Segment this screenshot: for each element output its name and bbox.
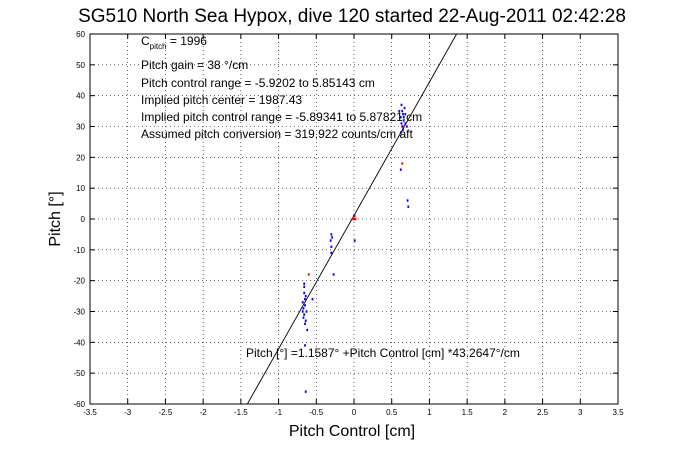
data-point-series-0 [304,294,307,298]
data-point-series-0 [329,239,332,242]
x-tick-label: -0.5 [309,408,323,417]
regression-line [246,33,457,405]
data-point-series-0 [398,109,401,113]
data-point-series-0 [399,168,402,171]
data-point-series-0 [311,297,314,301]
cpitch-annotation: Cpitch = 1996 [141,34,207,51]
y-tick-label: 60 [76,30,85,39]
data-point-series-0 [302,307,305,310]
x-tick-label: 0 [352,408,357,417]
data-point-series-0 [407,205,410,208]
axis-ticks [89,33,619,405]
y-tick-labels: -60 -50 -40 -30 -20 -10 0 10 20 30 40 50 60 [73,30,85,409]
implied-center-annotation: Implied pitch center = 1987.43 [141,93,302,107]
x-tick-labels: -3.5 -3 -2.5 -2 -1.5 -1 -0.5 0 0.5 1 1.5 2 2.5 3 3.5 [83,408,624,417]
data-point-series-0 [304,297,306,301]
y-tick-label: 20 [76,153,85,162]
data-point-series-0 [402,119,405,122]
x-tick-label: 1 [427,408,432,417]
data-point-series-0 [331,236,334,239]
data-point-series-0 [400,122,403,125]
pitch-gain-annotation: Pitch gain = 38 °/cm [141,58,248,72]
fit-line [246,33,457,405]
data-point-series-0 [304,390,307,393]
x-tick-label: -2.5 [159,408,173,417]
data-point-series-0 [301,301,304,304]
implied-range-annotation: Implied pitch control range = -5.89341 t… [141,110,422,124]
data-point-series-1 [354,217,357,221]
y-tick-label: 50 [76,61,85,70]
data-point-series-0 [303,282,306,285]
control-range-annotation: Pitch control range = -5.9202 to 5.85143… [141,76,375,90]
data-point-series-0 [305,310,308,313]
x-tick-label: 3 [578,408,583,417]
data-point-series-0 [306,328,309,332]
data-point-series-0 [303,291,306,295]
grid-lines [90,34,618,404]
data-point-series-0 [399,116,402,119]
data-point-series-0 [406,199,409,202]
y-tick-label: -30 [73,308,85,317]
x-tick-label: 0.5 [386,408,398,417]
x-tick-label: 2 [503,408,508,417]
data-point-series-0 [400,103,403,107]
data-point-series-0 [402,128,404,131]
data-point-series-0 [404,112,407,116]
y-tick-label: -10 [73,246,85,255]
x-tick-label: 3.5 [612,408,624,417]
data-point-series-0 [303,313,306,316]
y-tick-label: -60 [73,400,85,409]
data-point-series-0 [330,233,333,236]
data-point-series-0 [304,322,306,326]
y-tick-label: -40 [73,338,85,347]
y-tick-label: 40 [76,92,85,101]
data-point-series-0 [304,344,306,347]
y-tick-label: 0 [81,215,86,224]
data-point-series-0 [304,304,306,307]
data-point-series-0 [302,316,305,319]
data-point-series-1 [402,125,405,128]
cpitch-prefix: C [141,34,150,48]
x-tick-label: -1.5 [234,408,248,417]
x-tick-label: -3.5 [83,408,97,417]
data-point-series-0 [402,116,405,119]
data-point-series-0 [303,285,306,289]
data-point-series-0 [401,125,404,128]
data-point-series-1 [353,214,356,218]
chart-title: SG510 North Sea Hypox, dive 120 started … [78,6,626,27]
y-tick-label: -20 [73,277,85,286]
data-point-series-0 [353,239,356,242]
x-tick-label: -1 [275,408,283,417]
data-point-series-0 [403,106,406,110]
y-tick-label: 10 [76,184,85,193]
conversion-annotation: Assumed pitch conversion = 319.922 count… [141,127,413,141]
cpitch-value: = 1996 [167,34,208,48]
data-point-series-0 [332,273,335,276]
y-tick-label: -50 [73,369,85,378]
data-point-series-0 [330,245,333,248]
x-tick-label: -3 [124,408,132,417]
x-tick-label: -2 [200,408,208,417]
data-points [301,103,410,393]
data-point-series-0 [304,319,307,322]
data-point-series-0 [330,251,333,255]
data-point-series-1 [352,217,355,221]
data-point-series-0 [405,125,408,128]
fit-equation-annotation: Pitch [°] =1.1587° +Pitch Control [cm] *… [246,346,520,360]
cpitch-subscript: pitch [150,42,167,51]
data-point-series-1 [401,162,404,165]
x-tick-label: 1.5 [462,408,474,417]
data-point-series-0 [401,109,404,113]
data-point-series-0 [301,310,304,313]
data-point-series-0 [399,131,402,134]
data-point-series-0 [404,122,407,125]
y-axis-label: Pitch [°] [47,191,64,246]
x-tick-label: 2.5 [537,408,549,417]
y-tick-label: 30 [76,123,85,132]
data-point-series-0 [402,112,404,116]
x-axis-label: Pitch Control [cm] [289,423,415,440]
data-point-series-1 [307,273,310,276]
